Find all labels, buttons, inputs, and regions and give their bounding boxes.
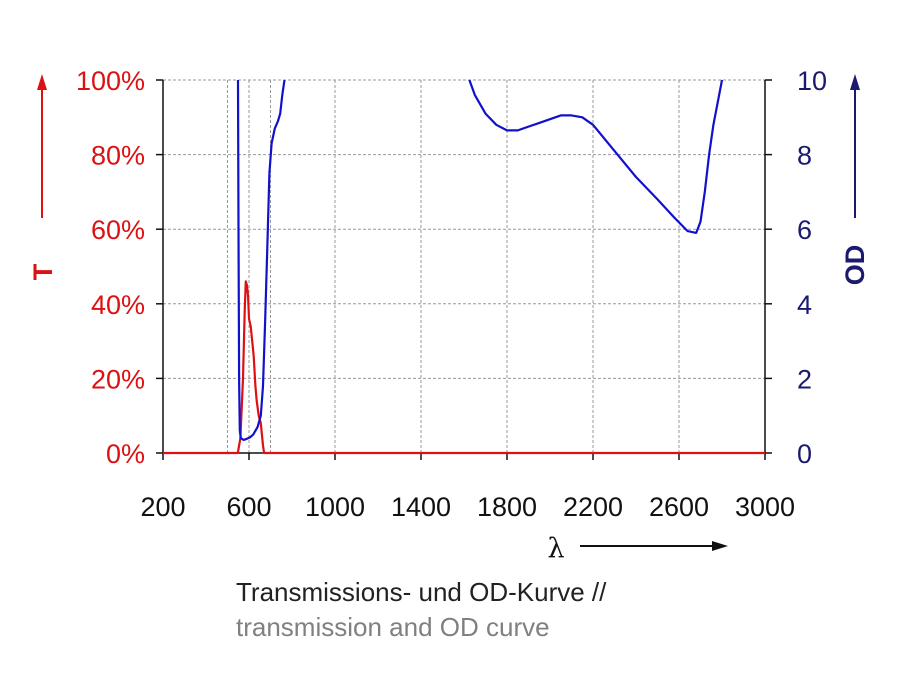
right-axis-label: OD <box>840 245 870 286</box>
right-tick-label: 6 <box>797 215 812 245</box>
right-tick-label: 10 <box>797 66 827 96</box>
caption-german: Transmissions- und OD-Kurve // <box>236 577 607 607</box>
left-tick-label: 80% <box>91 141 145 171</box>
x-tick-label: 1000 <box>305 492 365 522</box>
left-axis-label: T <box>28 263 58 280</box>
x-tick-label: 3000 <box>735 492 795 522</box>
x-tick-label: 2600 <box>649 492 709 522</box>
left-tick-label: 0% <box>106 439 145 469</box>
series-od-line <box>236 79 286 441</box>
x-tick-label: 200 <box>140 492 185 522</box>
left-tick-label: 60% <box>91 215 145 245</box>
left-tick-label: 100% <box>76 66 145 96</box>
caption-english: transmission and OD curve <box>236 612 550 642</box>
x-tick-label: 1400 <box>391 492 451 522</box>
x-tick-label: 1800 <box>477 492 537 522</box>
left-tick-label: 20% <box>91 364 145 394</box>
right-axis-arrow-head <box>850 74 860 90</box>
x-axis-label: λ <box>547 533 564 564</box>
right-tick-label: 8 <box>797 141 812 171</box>
series-transmission-line <box>163 280 765 455</box>
x-tick-label: 2200 <box>563 492 623 522</box>
right-tick-label: 4 <box>797 290 812 320</box>
x-tick-label: 600 <box>226 492 271 522</box>
left-axis-arrow-head <box>37 74 47 90</box>
left-tick-label: 40% <box>91 290 145 320</box>
x-axis-arrow-head <box>712 541 728 551</box>
right-tick-label: 2 <box>797 364 812 394</box>
right-tick-label: 0 <box>797 439 812 469</box>
series-od-line-segment2 <box>468 79 724 234</box>
